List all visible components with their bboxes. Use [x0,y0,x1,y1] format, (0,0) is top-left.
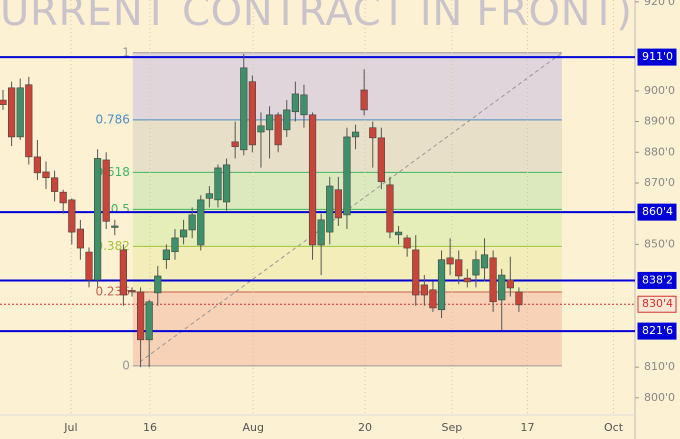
candle-body [446,257,454,265]
candle-body [197,199,205,246]
price-label: 821'6 [642,324,673,337]
candle-body [51,177,59,192]
price-label: 860'4 [642,205,673,218]
candle-body [403,237,411,249]
candle-body [222,164,231,203]
candle-body [369,127,377,139]
candle-body [334,189,342,219]
price-label: 830'4 [642,297,673,310]
candle-body [85,251,93,281]
candle-body [420,284,428,296]
candle-body [0,99,7,105]
candle-body [240,67,248,151]
fib-band [132,52,562,120]
candle-body [377,137,385,183]
candle-body [102,159,110,222]
x-tick-label: 20 [358,421,372,434]
candle-body [317,219,325,246]
candle-body [119,249,127,296]
y-tick-label: 880'0 [644,145,675,158]
candle-body [429,289,437,309]
candle-body [394,231,403,236]
fib-label: 1 [122,45,130,59]
candle-body [33,156,42,174]
candle-body [283,109,291,131]
candle-body [154,275,162,294]
candle-body [506,279,514,289]
candle-body [291,93,299,113]
price-label: 838'2 [642,273,673,286]
candle-body [68,199,76,233]
candle-body [412,249,420,296]
fib-band [132,292,562,366]
fib-label: 0.382 [95,239,129,253]
candle-body [257,125,265,133]
candle-body [343,136,351,216]
candle-body [93,158,102,281]
fib-label: 0.786 [95,112,129,126]
y-tick-label: 890'0 [644,115,675,128]
candle-body [42,171,50,179]
y-tick-label: 870'0 [644,176,675,189]
price-label-box [637,295,677,313]
chart-title: URRENT CONTRACT IN FRONT) [0,0,632,35]
fib-label: 0.5 [111,202,130,216]
x-tick-label: 17 [521,421,535,434]
candle-body [326,185,334,233]
fib-trend [139,52,563,363]
candle-body [25,84,33,158]
candle-body [248,81,256,146]
y-tick-label: 920'0 [644,0,675,8]
candle-body [265,114,274,131]
candle-body [308,114,317,246]
candle-body [205,193,213,199]
candle-body [386,184,394,233]
candle-body [463,277,471,283]
candle-body [59,191,67,204]
price-label-box [637,203,677,221]
candle-body [351,131,360,138]
candle-body [179,229,188,238]
candle-body [489,257,497,303]
candle-body [515,291,523,306]
candle-body [472,259,480,276]
candle-body [16,87,24,138]
candle-body [437,259,446,311]
y-tick-label: 900'0 [644,84,675,97]
candle-body [231,141,239,148]
x-tick-label: Oct [604,421,624,434]
fib-band [132,246,562,293]
x-tick-label: Sep [441,421,462,434]
candle-body [162,249,170,261]
fib-label: 0 [122,358,130,372]
x-tick-label: Jul [63,421,77,434]
y-tick-label: 810'0 [644,360,675,373]
y-tick-label: 850'0 [644,237,675,250]
candle-body [145,301,153,341]
candle-body [360,89,368,111]
candle-body [128,290,136,293]
price-label-box [637,271,677,289]
x-tick-label: 16 [143,421,157,434]
x-tick-label: Aug [242,421,263,434]
price-label-box [637,48,677,66]
candle-body [498,274,506,301]
candle-body [274,114,282,146]
price-label-box [637,322,677,340]
candle-body [111,225,119,228]
candle-body [76,228,84,249]
candle-body [188,214,196,231]
y-tick-label: 800'0 [644,391,675,404]
candle-body [136,291,145,341]
candle-body [480,254,489,269]
candle-body [455,259,463,277]
candle-body [171,237,179,253]
candle-body [300,94,308,116]
candle-body [8,87,16,138]
price-label: 911'0 [642,50,673,63]
candle-body [214,167,222,201]
